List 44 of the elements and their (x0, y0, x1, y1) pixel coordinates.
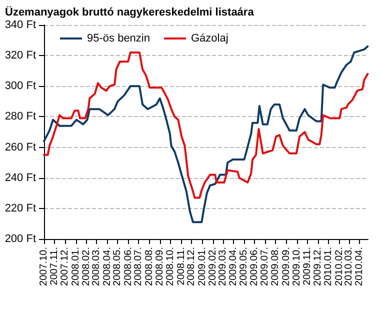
x-tick-label: 2008.12. (186, 247, 198, 286)
x-tick-label: 2010.02. (334, 247, 345, 286)
x-tick-label: 2009.10. (291, 247, 302, 286)
x-tick-label: 2009.09. (280, 247, 292, 286)
y-tick-label: 300 Ft (4, 80, 36, 92)
x-tick-label: 2009.03. (217, 247, 228, 286)
x-tick-label: 2008.09. (154, 247, 166, 286)
legend-label: 95-ös benzin (87, 32, 150, 44)
x-tick-label: 2008.10. (165, 247, 176, 286)
x-tick-label: 2009.01. (196, 247, 208, 286)
x-tick-label: 2008.07. (133, 247, 144, 286)
x-tick-label: 2008.03. (91, 247, 102, 286)
x-tick-label: 2009.04. (228, 247, 239, 286)
x-tick-label: 2008.06. (122, 247, 134, 286)
x-tick-label: 2008.05. (112, 247, 124, 286)
x-tick-label: 2009.12. (312, 247, 324, 286)
y-tick-label: 260 Ft (4, 141, 36, 154)
y-tick-label: 200 Ft (4, 233, 36, 245)
x-tick-label: 2007.12. (60, 247, 71, 286)
x-tick-label: 2009.11. (302, 247, 313, 286)
legend-label: Gázolaj (190, 32, 228, 44)
y-tick-label: 280 Ft (4, 110, 36, 123)
x-tick-label: 2008.04. (102, 247, 113, 286)
line-series (43, 52, 369, 199)
y-tick-label: 220 Ft (4, 202, 36, 214)
x-tick-label: 2007.11. (49, 247, 60, 286)
x-tick-label: 2010.03. (343, 247, 354, 286)
x-tick-label: 2009.02. (208, 247, 219, 286)
chart-title: Üzemanyagok bruttó nagykereskedelmi listaára (5, 6, 255, 18)
y-tick-label: 320 Ft (4, 50, 36, 62)
y-tick-label: 340 Ft (4, 19, 36, 31)
x-tick-label: 2009.07. (259, 247, 270, 286)
x-tick-label: 2009.06. (249, 247, 260, 286)
x-tick-label: 2010.01. (323, 247, 334, 286)
x-tick-label: 2009.05. (238, 247, 250, 286)
x-tick-label: 2008.11. (176, 247, 187, 286)
x-tick-label: 2007.10. (38, 247, 50, 286)
x-tick-label: 2009.08. (270, 247, 282, 286)
x-tick-label: 2008.01. (70, 247, 82, 286)
x-tick-label: 2008.08. (144, 247, 155, 286)
line-series (43, 45, 369, 224)
x-tick-label: 2008.02. (81, 247, 92, 286)
y-tick-label: 240 Ft (4, 172, 36, 184)
x-tick-label: 2010.04. (354, 247, 366, 286)
